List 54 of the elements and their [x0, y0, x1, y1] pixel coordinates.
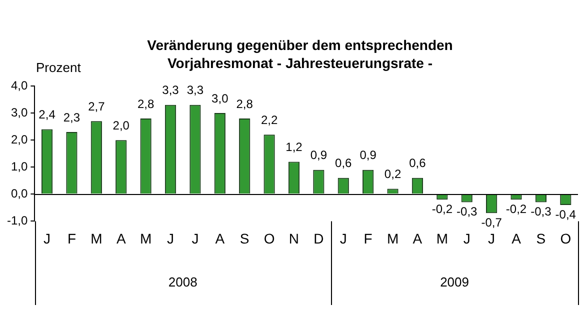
x-tick-label: N [288, 230, 300, 246]
x-tick-label: F [364, 230, 372, 246]
x-tick-label: D [314, 230, 324, 246]
x-tick-label: F [67, 230, 76, 246]
x-tick-label: J [44, 230, 51, 246]
x-tick-label: A [116, 230, 126, 246]
y-tick-label: 3,0 [10, 105, 28, 120]
data-label: 2,7 [88, 99, 106, 114]
data-label: -0,2 [432, 202, 453, 216]
data-label: -0,3 [456, 204, 478, 219]
data-label: 3,3 [186, 83, 204, 98]
data-label: 2,8 [236, 96, 254, 111]
data-label: 0,9 [360, 148, 377, 162]
data-label: 2,0 [112, 118, 130, 132]
x-tick-label: A [412, 230, 423, 246]
y-axis-title: Prozent [36, 60, 81, 75]
x-tick-label: S [536, 230, 546, 246]
data-label: -0,2 [506, 202, 527, 216]
data-label: 3,3 [162, 83, 180, 98]
y-tick-label: 4,0 [10, 78, 28, 92]
chart-title: Veränderung gegenüber dem entsprechenden Vorjahresmonat - Jahresteuerungsrate - [146, 36, 454, 72]
data-label: 2,4 [38, 108, 56, 122]
y-tick-label: 1,0 [10, 159, 28, 174]
x-tick-label: J [167, 230, 174, 246]
y-tick-label: 0,0 [10, 186, 28, 200]
data-label: 2,3 [63, 110, 80, 124]
data-label: 0,6 [335, 156, 352, 170]
data-label: -0,4 [555, 207, 576, 222]
x-tick-label: S [240, 230, 250, 246]
data-label: 2,2 [260, 112, 278, 127]
text: 2008 [168, 274, 198, 290]
x-tick-label: M [90, 230, 102, 246]
x-tick-label: M [386, 230, 399, 246]
x-tick-label: A [512, 230, 522, 246]
y-tick-label: -1,0 [6, 214, 28, 228]
data-label: 2,8 [137, 96, 154, 111]
data-label: 0,9 [310, 148, 328, 162]
x-tick-label: J [340, 230, 347, 246]
data-label: 0,6 [409, 156, 426, 170]
data-label: -0,7 [481, 215, 502, 230]
data-label: -0,3 [530, 204, 552, 219]
x-tick-label: J [192, 230, 199, 246]
x-tick-label: O [264, 230, 275, 246]
x-tick-label: M [436, 230, 448, 246]
x-tick-label: O [560, 230, 572, 246]
x-tick-label: M [140, 230, 152, 246]
x-tick-label: J [488, 230, 496, 246]
x-tick-label: J [463, 230, 470, 246]
data-label: 3,0 [212, 91, 229, 106]
x-tick-label: A [215, 230, 226, 246]
text: 2009 [440, 274, 469, 290]
y-tick-label: 2,0 [10, 132, 28, 146]
data-label: 0,2 [384, 167, 402, 182]
data-label: 1,2 [286, 140, 303, 154]
